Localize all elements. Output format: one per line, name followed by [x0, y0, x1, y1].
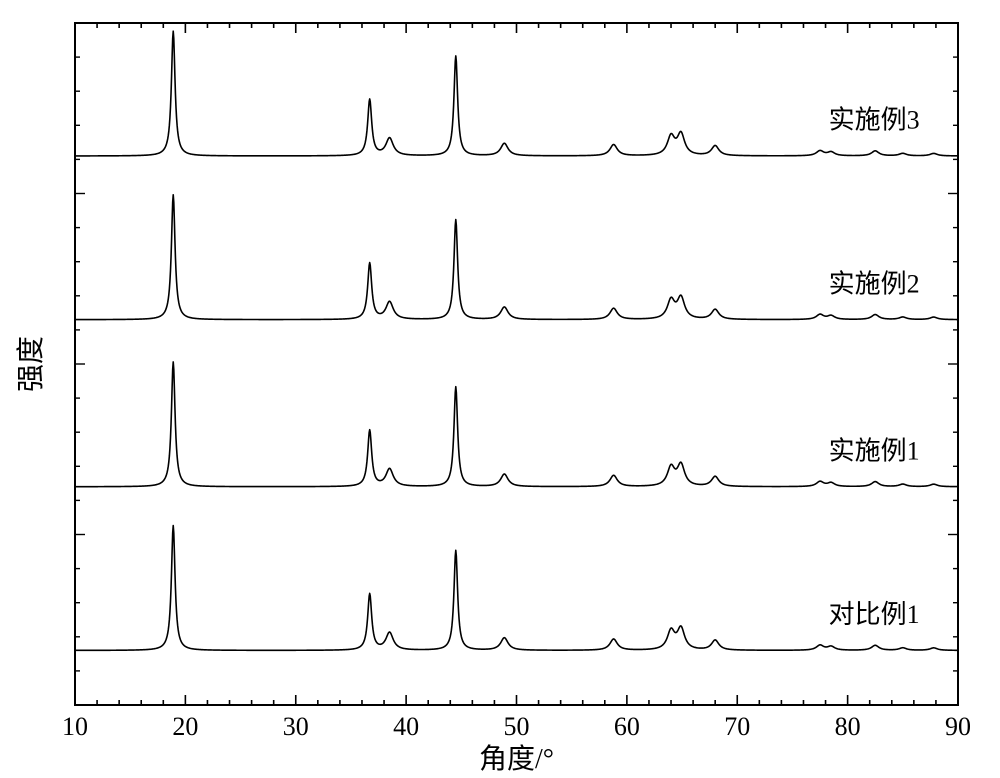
y-axis-label: 强度 — [15, 336, 47, 392]
x-tick-label: 40 — [393, 712, 419, 741]
x-tick-label: 50 — [504, 712, 530, 741]
trace-label: 实施例3 — [829, 106, 920, 135]
x-axis-label: 角度/° — [479, 743, 554, 775]
trace-label: 对比例1 — [829, 600, 920, 629]
x-tick-label: 80 — [835, 712, 861, 741]
x-tick-label: 20 — [172, 712, 198, 741]
x-tick-label: 90 — [945, 712, 971, 741]
x-tick-label: 30 — [283, 712, 309, 741]
x-tick-label: 70 — [724, 712, 750, 741]
x-tick-label: 10 — [62, 712, 88, 741]
trace-label: 实施例1 — [829, 436, 920, 465]
x-tick-label: 60 — [614, 712, 640, 741]
xrd-stacked-chart: 10 20 30 40 50 60 70 80 90 角度/° 强度 实施例3 实施例2 实施例1 对比例1 — [0, 0, 1000, 778]
trace-label: 实施例2 — [829, 269, 920, 298]
